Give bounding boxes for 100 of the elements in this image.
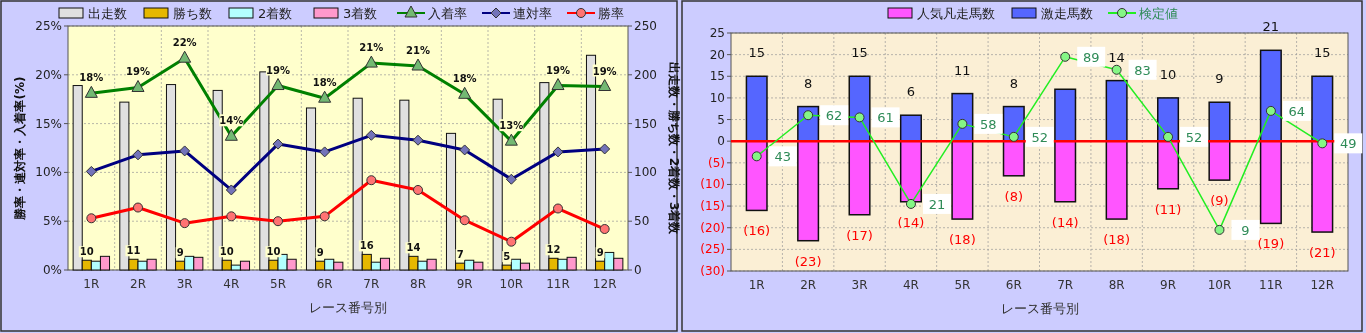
y2-axis-title: 出走数・勝ち数・2着数・3着数 (667, 61, 681, 236)
x-tick-label: 1R (83, 277, 100, 291)
data-label: 21 (928, 196, 946, 212)
data-label: 14 (406, 242, 421, 254)
data-label: 9 (1241, 222, 1250, 238)
x-tick-label: 10R (499, 277, 524, 291)
y2-tick-label: 250 (634, 19, 657, 33)
bar (745, 140, 768, 212)
bar (1002, 140, 1025, 177)
data-label: 16 (359, 240, 374, 252)
x-tick-label: 4R (223, 277, 240, 291)
legend-label: 3着数 (343, 6, 378, 21)
x-tick-label: 3R (176, 277, 193, 291)
y-tick-label: (10) (700, 177, 725, 192)
data-label: (18) (949, 232, 976, 248)
y-tick-label: 15 (709, 69, 725, 84)
y-tick-label: (25) (700, 242, 725, 257)
bar (1311, 140, 1334, 233)
data-label: 9 (596, 247, 604, 259)
y-tick-label: 0% (42, 263, 62, 277)
data-label: 18% (79, 72, 104, 84)
legend-label: 激走馬数 (1041, 6, 1093, 21)
legend-label: 勝ち数 (173, 6, 212, 21)
data-label: 49 (1340, 136, 1357, 152)
x-tick-label: 2R (800, 278, 817, 292)
x-tick-label: 1R (748, 278, 765, 292)
data-label: (19) (1257, 236, 1285, 252)
y2-tick-label: 100 (634, 165, 657, 180)
data-label: 62 (825, 108, 843, 124)
legend-label: 検定値 (1139, 6, 1178, 21)
data-label: (8) (1004, 188, 1023, 204)
data-label: (11) (1154, 201, 1182, 217)
x-tick-label: 8R (410, 277, 426, 291)
y-tick-label: 20% (35, 67, 62, 82)
bar (1054, 140, 1077, 203)
legend-label: 連対率 (513, 6, 552, 21)
bar (1208, 101, 1231, 142)
y2-tick-label: 150 (634, 116, 657, 131)
data-label: 19% (592, 65, 617, 77)
bar (899, 140, 922, 203)
legend-label: 入着率 (428, 6, 467, 21)
data-label: 10 (1159, 66, 1177, 82)
bar (1054, 88, 1077, 142)
x-tick-label: 9R (456, 277, 473, 291)
data-label: 14 (1108, 49, 1125, 65)
legend-label: 勝率 (598, 6, 624, 21)
data-label: 21 (1262, 19, 1280, 35)
data-label: 10 (266, 246, 281, 258)
x-tick-label: 11R (546, 277, 570, 291)
y2-tick-label: 200 (634, 67, 657, 82)
data-label: 9 (316, 247, 324, 259)
data-label: 5 (503, 251, 511, 263)
legend-label: 人気凡走馬数 (917, 6, 995, 21)
y-tick-label: 25% (35, 19, 62, 33)
data-label: (14) (1051, 214, 1079, 230)
y-tick-label: 5% (42, 214, 62, 229)
data-label: 13% (499, 120, 524, 132)
data-label: 7 (456, 249, 464, 261)
data-label: 12 (546, 244, 561, 256)
data-label: 9 (1215, 71, 1224, 87)
data-label: 14% (219, 115, 244, 127)
data-label: 18% (312, 77, 337, 89)
data-label: 10 (79, 246, 94, 258)
x-tick-label: 5R (270, 277, 286, 291)
data-label: 18% (452, 73, 477, 85)
bar (1259, 140, 1282, 225)
y2-tick-label: 50 (634, 214, 650, 229)
x-tick-label: 3R (851, 278, 868, 292)
data-label: 61 (877, 110, 894, 126)
data-label: 21% (359, 42, 384, 54)
y-tick-label: 10% (35, 165, 62, 180)
data-label: 64 (1288, 103, 1306, 119)
data-label: 89 (1082, 49, 1100, 65)
data-label: 58 (980, 116, 997, 132)
data-label: (9) (1210, 193, 1229, 209)
y-tick-label: 5 (717, 112, 725, 127)
data-label: 21% (406, 45, 430, 57)
bar (1157, 140, 1180, 190)
data-label: 6 (906, 84, 916, 100)
data-label: 22% (172, 37, 197, 49)
data-label: 15 (1314, 45, 1331, 61)
data-label: 8 (1009, 75, 1018, 91)
x-tick-label: 4R (902, 278, 919, 292)
x-tick-label: 6R (316, 277, 333, 291)
data-label: 52 (1185, 129, 1203, 145)
x-tick-label: 11R (1259, 278, 1283, 292)
y-tick-label: (20) (700, 220, 725, 235)
x-tick-label: 10R (1207, 278, 1232, 292)
y-axis-title: 勝率・連対率・入着率(%) (13, 76, 27, 221)
x-tick-label: 9R (1160, 278, 1177, 292)
data-label: (23) (794, 253, 822, 269)
y-tick-label: 10 (709, 90, 725, 105)
legend-label: 出走数 (88, 6, 127, 21)
data-label: 15 (748, 45, 765, 61)
bar (745, 75, 768, 142)
x-tick-label: 5R (954, 278, 971, 292)
x-tick-label: 12R (1310, 278, 1335, 292)
data-label: 10 (219, 246, 234, 258)
data-label: 52 (1031, 129, 1049, 145)
data-label: 19% (126, 66, 150, 78)
